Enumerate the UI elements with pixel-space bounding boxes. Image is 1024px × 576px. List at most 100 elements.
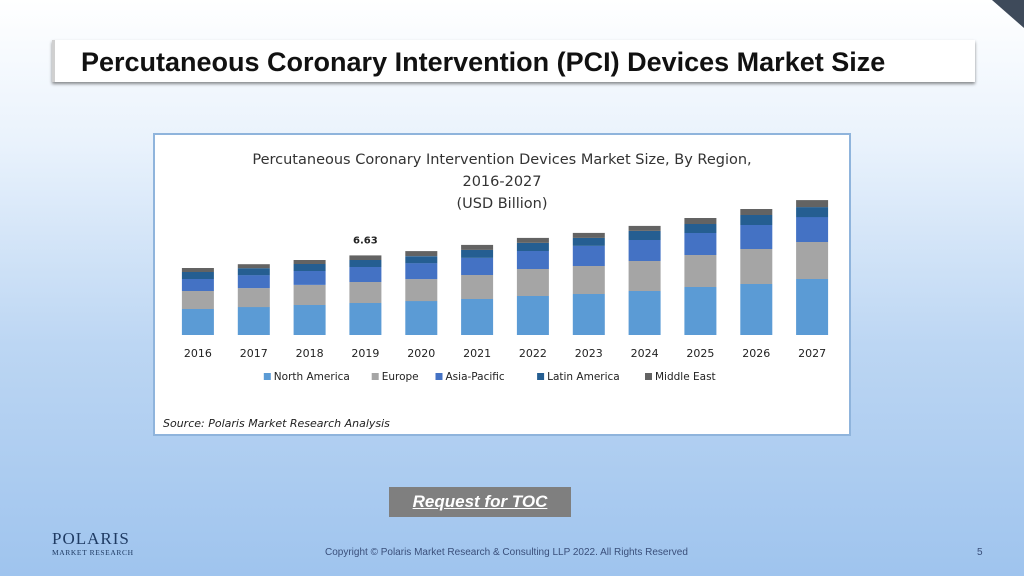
bar-2020-latin-america — [405, 256, 438, 264]
bar-2024-asia-pacific — [628, 240, 661, 261]
x-tick-label: 2017 — [240, 347, 268, 360]
logo-wordmark: POLARIS — [52, 529, 130, 548]
bar-2024-middle-east — [628, 225, 661, 231]
bar-2017-asia-pacific — [237, 275, 270, 289]
chart-source: Source: Polaris Market Research Analysis — [163, 417, 390, 430]
bar-2017-latin-america — [237, 268, 270, 276]
bar-2022-north-america — [516, 296, 549, 335]
page-title: Percutaneous Coronary Intervention (PCI)… — [81, 47, 886, 77]
legend-label: Europe — [382, 371, 419, 383]
bar-2022-europe — [516, 269, 549, 296]
bar-2025-latin-america — [684, 224, 717, 233]
bar-2016-latin-america — [181, 272, 214, 279]
bar-2021-europe — [461, 275, 494, 299]
x-tick-label: 2027 — [798, 347, 826, 360]
x-tick-label: 2018 — [296, 347, 324, 360]
bar-2019-latin-america — [349, 260, 382, 267]
chart-subtitle: 2016-2027 — [462, 174, 541, 190]
logo-subtitle: MARKET RESEARCH — [52, 548, 134, 557]
legend-label: Asia-Pacific — [446, 371, 505, 383]
legend-swatch — [371, 373, 379, 380]
bar-2020-asia-pacific — [405, 263, 438, 280]
title-banner: Percutaneous Coronary Intervention (PCI)… — [52, 40, 975, 82]
bar-2021-latin-america — [461, 249, 494, 258]
bar-2017-north-america — [237, 307, 270, 335]
x-tick-label: 2025 — [686, 347, 714, 360]
bar-2019-north-america — [349, 303, 382, 335]
x-tick-label: 2016 — [184, 347, 212, 360]
legend-swatch — [435, 373, 443, 380]
legend: North America Europe Asia-Pacific Latin Ame… — [263, 371, 716, 383]
x-tick-label: 2026 — [742, 347, 770, 360]
bar-2017-europe — [237, 288, 270, 308]
bar-2026-asia-pacific — [740, 225, 773, 249]
bar-2026-europe — [740, 249, 773, 284]
x-tick-label: 2023 — [575, 347, 603, 360]
bar-2027-asia-pacific — [796, 217, 829, 242]
bar-2023-europe — [572, 266, 605, 294]
bar-2025-asia-pacific — [684, 233, 717, 255]
x-axis-labels: 2016 2017 2018 2019 2020 2021 2022 2023 2024 2025… — [184, 347, 826, 360]
bars-layer — [181, 200, 829, 335]
bar-2016-north-america — [181, 309, 214, 335]
x-tick-label: 2022 — [519, 347, 547, 360]
chart-panel: Percutaneous Coronary Intervention Devic… — [153, 133, 851, 436]
data-label: 6.63 — [353, 235, 378, 246]
page-number: 5 — [977, 547, 983, 558]
bar-2021-middle-east — [461, 244, 494, 250]
bar-2018-north-america — [293, 305, 326, 335]
bar-2016-europe — [181, 291, 214, 309]
bar-2020-europe — [405, 279, 438, 302]
legend-swatch — [645, 373, 652, 380]
bar-2024-europe — [628, 261, 661, 291]
bar-2026-middle-east — [740, 209, 773, 215]
bar-2023-north-america — [572, 294, 605, 335]
chart-title: Percutaneous Coronary Intervention Devic… — [252, 152, 751, 168]
chart-unit-label: (USD Billion) — [456, 196, 547, 212]
x-tick-label: 2020 — [407, 347, 435, 360]
bar-2018-europe — [293, 285, 326, 305]
bar-2021-asia-pacific — [461, 258, 494, 275]
bar-2019-europe — [349, 282, 382, 303]
bar-2025-north-america — [684, 287, 717, 335]
bar-2017-middle-east — [237, 264, 270, 269]
bar-2025-middle-east — [684, 218, 717, 224]
bar-2027-europe — [796, 242, 829, 279]
bar-2027-middle-east — [796, 200, 829, 208]
bar-2022-asia-pacific — [516, 251, 549, 269]
bar-2022-latin-america — [516, 243, 549, 251]
bar-2020-north-america — [405, 301, 438, 335]
bar-2023-middle-east — [572, 232, 605, 238]
x-tick-label: 2024 — [631, 347, 659, 360]
annotations-layer: 6.63 — [353, 235, 378, 246]
bar-2024-north-america — [628, 291, 661, 335]
bar-2022-middle-east — [516, 237, 549, 243]
bar-2027-latin-america — [796, 207, 829, 218]
bar-2019-middle-east — [349, 255, 382, 260]
stacked-bar-chart: Percutaneous Coronary Intervention Devic… — [181, 152, 829, 383]
copyright-text: Copyright © Polaris Market Research & Co… — [325, 547, 688, 558]
bar-2023-asia-pacific — [572, 246, 605, 266]
bar-2018-asia-pacific — [293, 270, 326, 285]
bar-2018-latin-america — [293, 264, 326, 271]
bar-2025-europe — [684, 255, 717, 287]
x-tick-label: 2019 — [351, 347, 379, 360]
legend-label: Latin America — [547, 371, 620, 383]
bar-2016-middle-east — [181, 268, 214, 272]
bar-2019-asia-pacific — [349, 267, 382, 282]
legend-label: North America — [274, 371, 350, 383]
request-toc-button[interactable]: Request for TOC — [389, 487, 571, 517]
bar-2027-north-america — [796, 279, 829, 335]
legend-swatch — [537, 373, 545, 380]
corner-triangle — [992, 0, 1024, 56]
bar-2018-middle-east — [293, 260, 326, 264]
bar-2020-middle-east — [405, 251, 438, 257]
bar-2026-latin-america — [740, 215, 773, 225]
polaris-logo: POLARIS MARKET RESEARCH — [52, 530, 142, 564]
bar-2023-latin-america — [572, 237, 605, 246]
bar-2026-north-america — [740, 284, 773, 335]
legend-swatch — [263, 373, 271, 380]
bar-2021-north-america — [461, 299, 494, 335]
legend-label: Middle East — [655, 371, 716, 383]
bar-2024-latin-america — [628, 231, 661, 240]
